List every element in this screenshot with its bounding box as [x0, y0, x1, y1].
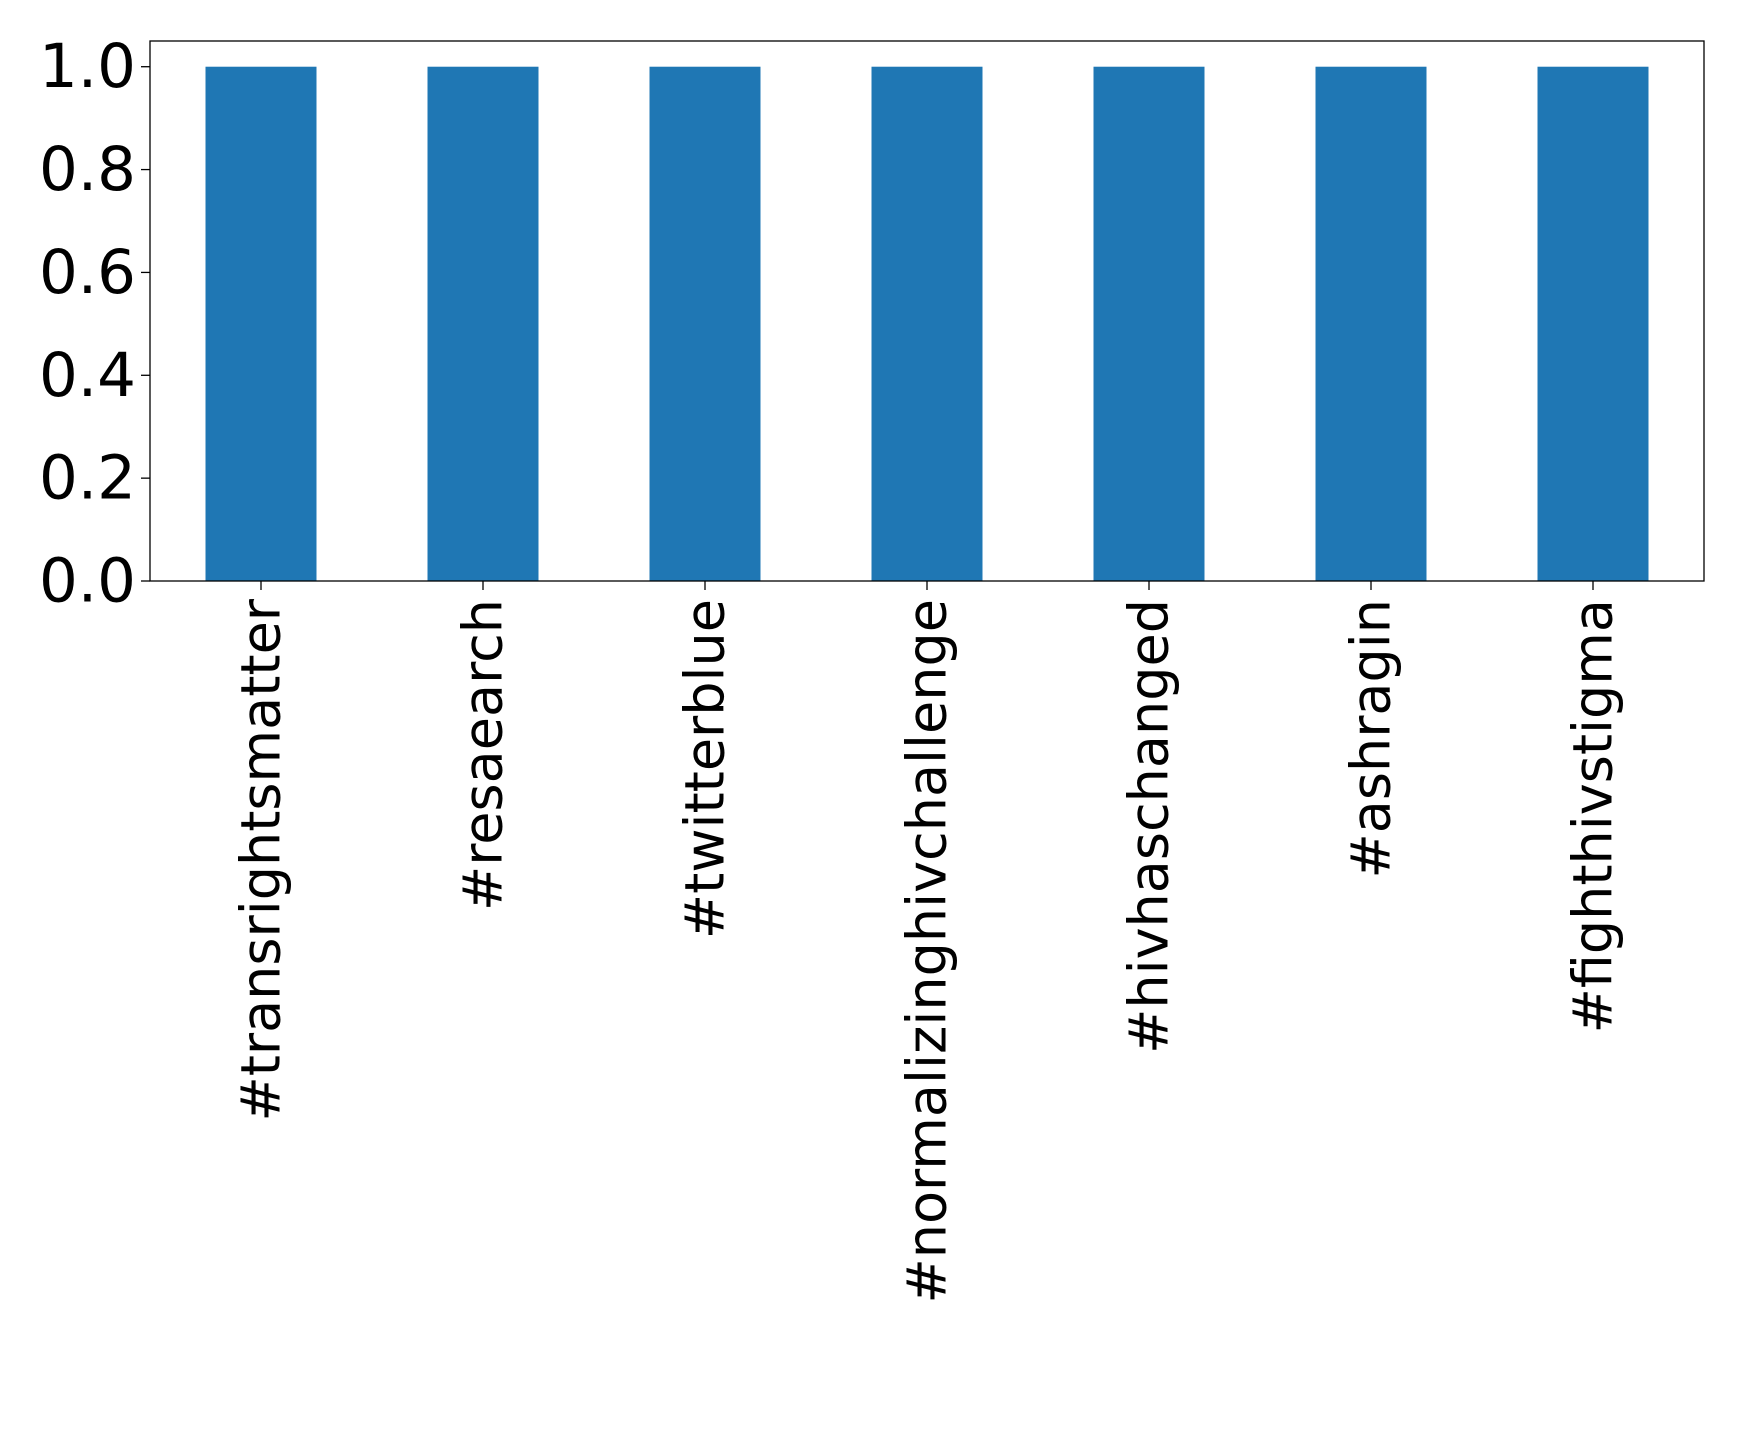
y-tick-label-2: 0.4: [39, 340, 136, 411]
y-tick-label-3: 0.6: [39, 237, 136, 308]
y-tick-label-0: 0.0: [39, 546, 136, 617]
bar-2: [649, 66, 761, 581]
y-tick-label-1: 0.2: [39, 443, 136, 514]
y-tick-label-4: 0.8: [39, 134, 136, 205]
x-tick-label-2: #twitterblue: [674, 599, 737, 939]
axes-layer: 0.0 0.2 0.4 0.6 0.8 1.0 #transrightsmatter #res…: [39, 31, 1705, 1303]
x-tick-label-1: #resaearch: [452, 599, 515, 911]
x-tick-label-4: #hivhaschanged: [1118, 599, 1181, 1054]
x-tick-label-3: #normalizinghivchallenge: [896, 599, 959, 1303]
x-tick-label-5: #ashragin: [1340, 599, 1403, 879]
bar-3: [871, 66, 983, 581]
bar-6: [1537, 66, 1649, 581]
x-tick-label-0: #transrightsmatter: [230, 598, 293, 1121]
bar-4: [1093, 66, 1205, 581]
bar-0: [205, 66, 317, 581]
bars-layer: [205, 66, 1649, 581]
bar-5: [1315, 66, 1427, 581]
y-tick-label-5: 1.0: [39, 31, 136, 102]
bar-1: [427, 66, 539, 581]
x-tick-label-6: #fighthivstigma: [1562, 599, 1625, 1033]
